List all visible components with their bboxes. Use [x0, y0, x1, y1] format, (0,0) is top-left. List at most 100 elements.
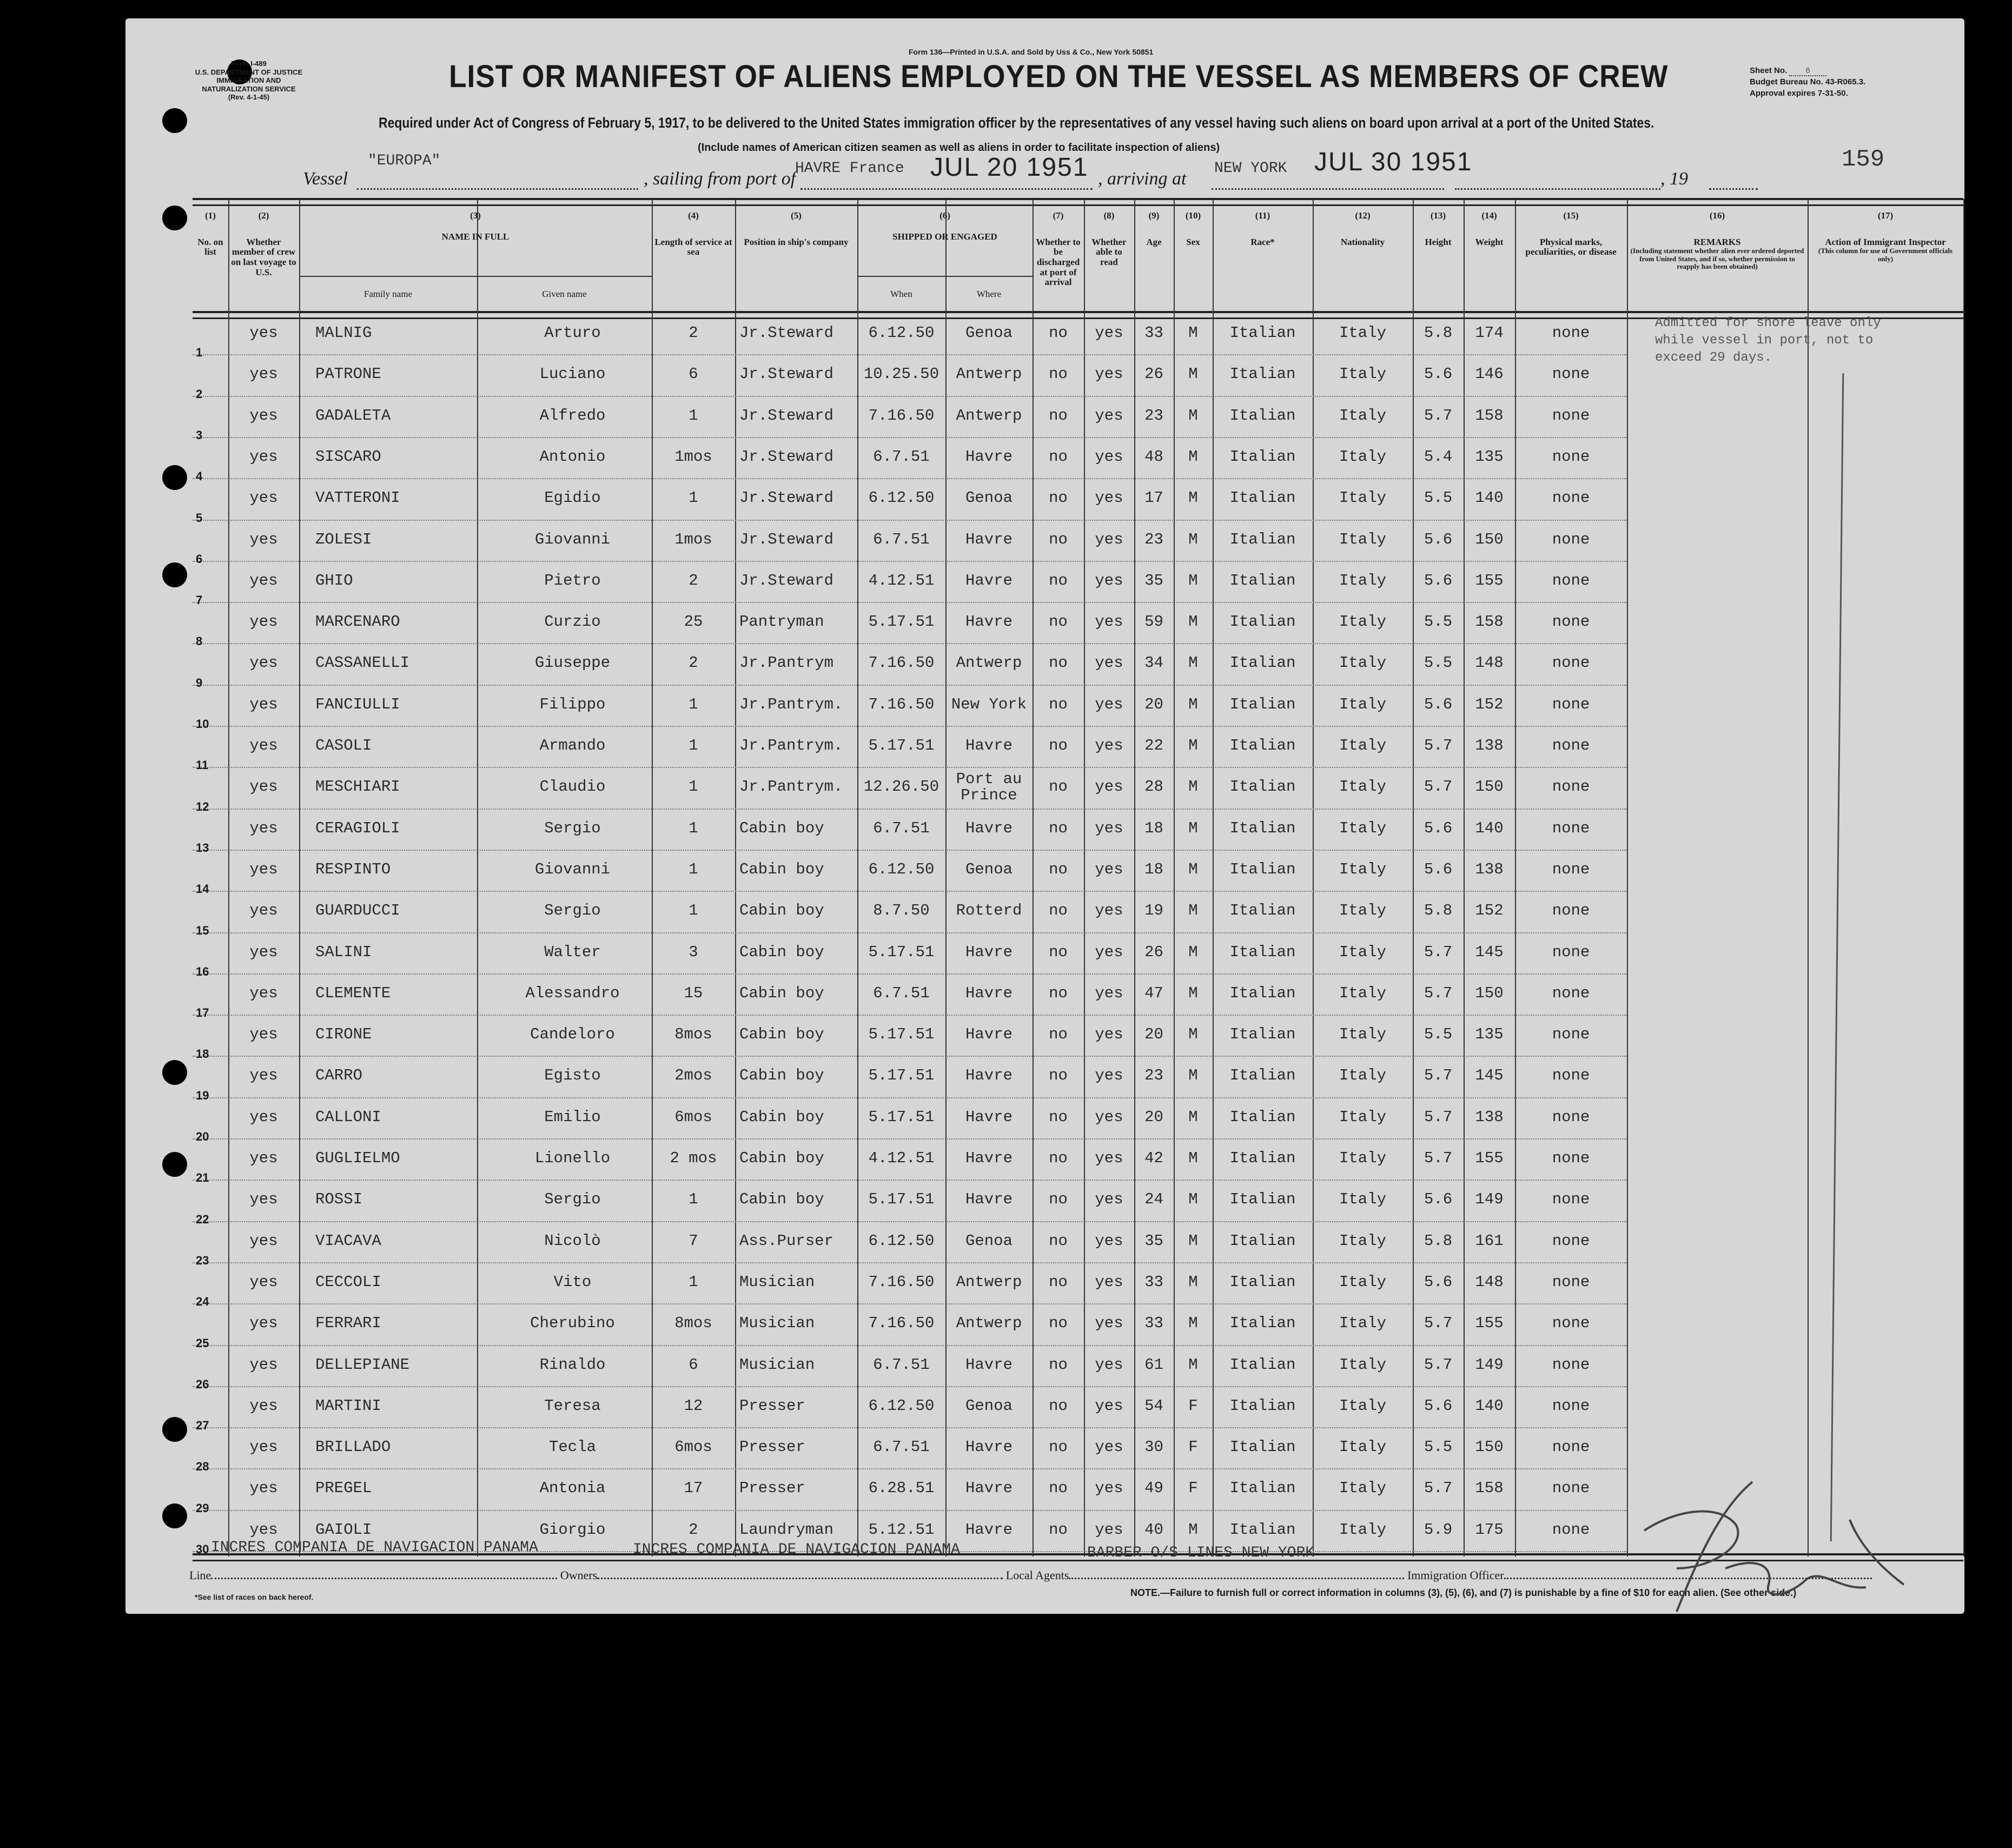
- cell-position: Jr.Pantrym.: [739, 778, 843, 796]
- cell-given: Nicolò: [544, 1231, 601, 1250]
- cell-discharged: no: [1049, 819, 1068, 837]
- row-number: 17: [196, 1006, 209, 1020]
- cell-service: 6: [689, 1355, 698, 1374]
- cell-height: 5.7: [1424, 943, 1453, 961]
- punch-hole: [227, 59, 252, 84]
- cell-family: CIRONE: [315, 1025, 372, 1044]
- cell-read: yes: [1095, 984, 1123, 1002]
- cell-position: Musician: [739, 1273, 815, 1291]
- cell-given: Emilio: [544, 1108, 601, 1126]
- column-label: Physical marks, peculiarities, or diseas…: [1525, 236, 1617, 257]
- cell-service: 1: [689, 695, 698, 713]
- column-number: (12): [1355, 210, 1371, 221]
- cell-position: Jr.Steward: [739, 324, 834, 342]
- cell-nationality: Italy: [1339, 1025, 1386, 1044]
- row-number: 25: [196, 1336, 209, 1350]
- cell-family: ROSSI: [315, 1190, 363, 1209]
- cell-read: yes: [1095, 571, 1123, 589]
- cell-marks: none: [1552, 613, 1590, 631]
- cell-where: Antwerp: [956, 1314, 1022, 1333]
- cell-height: 5.7: [1424, 737, 1453, 754]
- cell-family: PATRONE: [315, 365, 381, 383]
- cell-marks: none: [1552, 530, 1590, 548]
- column-label: Height: [1425, 236, 1452, 247]
- cell-read: yes: [1095, 447, 1123, 466]
- cell-where: Havre: [965, 819, 1012, 837]
- cell-sex: M: [1188, 654, 1198, 672]
- cell-service: 7: [689, 1231, 698, 1250]
- column-divider: [1464, 199, 1465, 1556]
- year-label: , 19: [1660, 169, 1688, 189]
- cell-family: GAIOLI: [315, 1520, 372, 1539]
- column-label: Whether able to read: [1091, 236, 1127, 268]
- cell-age: 47: [1144, 984, 1163, 1002]
- cell-nationality: Italy: [1339, 1273, 1386, 1291]
- cell-read: yes: [1095, 1314, 1123, 1333]
- cell-marks: none: [1552, 902, 1590, 920]
- row-divider: [193, 1262, 1627, 1263]
- cell-nationality: Italy: [1339, 447, 1386, 466]
- cell-sex: M: [1188, 778, 1198, 796]
- column-number: (8): [1103, 210, 1115, 221]
- row-divider: [193, 1180, 1627, 1181]
- column-header-11: (11) Race*: [1213, 210, 1313, 247]
- cell-marks: none: [1552, 1273, 1590, 1291]
- cell-age: 23: [1144, 1067, 1163, 1085]
- cell-when: 5.17.51: [868, 1190, 935, 1209]
- column-divider: [1413, 199, 1414, 1556]
- cell-read: yes: [1095, 737, 1123, 754]
- row-divider: [193, 354, 1627, 356]
- cell-where: Antwerp: [956, 406, 1022, 425]
- cell-height: 5.7: [1424, 406, 1453, 425]
- cell-sex: M: [1188, 1190, 1198, 1209]
- cell-marks: none: [1552, 1396, 1590, 1415]
- cell-marks: none: [1552, 1231, 1590, 1250]
- cell-service: 8mos: [674, 1314, 712, 1333]
- cell-service: 12: [684, 1396, 703, 1415]
- cell-marks: none: [1552, 1149, 1590, 1167]
- cell-when: 7.16.50: [868, 406, 935, 425]
- column-number: (9): [1148, 210, 1160, 221]
- cell-where: Havre: [965, 737, 1012, 754]
- row-number: 11: [196, 758, 209, 772]
- cell-sex: M: [1188, 613, 1198, 631]
- cell-sex: M: [1188, 1355, 1198, 1374]
- column-subheader: Family name: [363, 289, 413, 299]
- column-number: (11): [1255, 210, 1270, 221]
- cell-marks: none: [1552, 984, 1590, 1002]
- cell-discharged: no: [1049, 943, 1068, 961]
- agents-value-stamp: BARBER O/S LINES NEW YORK: [1087, 1545, 1315, 1561]
- cell-service: 1: [689, 860, 698, 878]
- cell-age: 49: [1144, 1479, 1163, 1498]
- cell-discharged: no: [1049, 1190, 1068, 1209]
- column-header-13: (13) Height: [1413, 210, 1464, 247]
- cell-weight: 161: [1475, 1231, 1504, 1250]
- cell-height: 5.8: [1424, 324, 1453, 342]
- agents-label: Local Agents: [1005, 1568, 1069, 1582]
- sailing-label: , sailing from port of: [644, 169, 796, 189]
- column-number: (1): [205, 210, 216, 221]
- row-divider: [193, 395, 1627, 397]
- line-value-stamp: INCRES COMPANIA DE NAVIGACION PANAMA: [211, 1539, 538, 1556]
- row-number: 30: [196, 1542, 209, 1556]
- cell-race: Italian: [1229, 902, 1296, 920]
- row-number: 12: [196, 799, 209, 813]
- cell-family: VIACAVA: [315, 1231, 381, 1250]
- cell-weight: 135: [1475, 447, 1504, 466]
- cell-position: Ass.Purser: [739, 1231, 834, 1250]
- footer-labels: Line Owners Local Agents Immigration Off…: [189, 1568, 1872, 1582]
- cell-crew: yes: [249, 1273, 278, 1291]
- cell-when: 5.17.51: [868, 737, 935, 754]
- cell-position: Cabin boy: [739, 860, 824, 878]
- cell-nationality: Italy: [1339, 654, 1386, 672]
- column-label: Whether to be discharged at port of arri…: [1036, 236, 1081, 288]
- cell-age: 34: [1144, 654, 1163, 672]
- cell-crew: yes: [249, 902, 278, 920]
- cell-nationality: Italy: [1339, 530, 1386, 548]
- column-subheader: When: [890, 289, 912, 299]
- cell-weight: 145: [1475, 943, 1504, 961]
- row-divider: [193, 973, 1627, 975]
- cell-age: 18: [1144, 860, 1163, 878]
- cell-given: Rinaldo: [539, 1355, 606, 1374]
- column-label: Weight: [1475, 236, 1504, 247]
